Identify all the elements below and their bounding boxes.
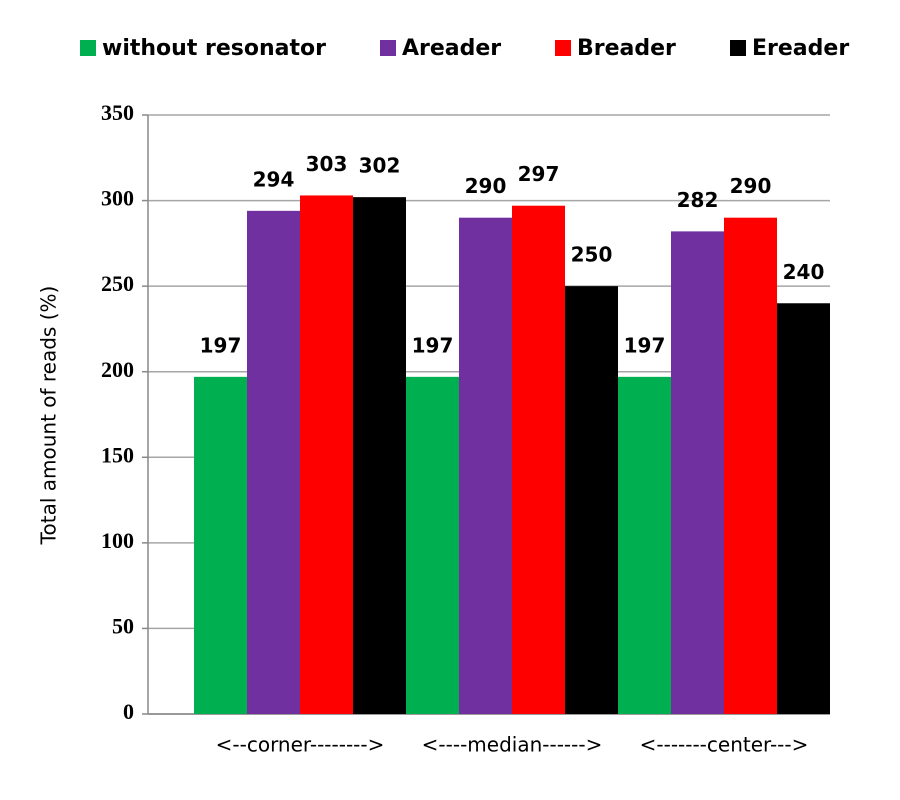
legend-swatch: [555, 40, 571, 56]
legend-label: Breader: [577, 36, 676, 61]
data-label: 197: [200, 333, 242, 357]
legend-label: without resonator: [102, 36, 326, 61]
bar: [300, 195, 353, 715]
data-label: 240: [783, 260, 825, 284]
y-tick-label: 250: [101, 271, 134, 296]
y-tick-label: 200: [101, 357, 134, 382]
legend-label: Areader: [402, 36, 501, 61]
bar: [724, 217, 777, 714]
y-axis-label: Total amount of reads (%): [37, 286, 61, 546]
y-tick-label: 350: [101, 100, 134, 125]
y-tick-label: 0: [123, 699, 134, 724]
x-tick-label: <-------center--->: [640, 733, 809, 757]
bar: [459, 217, 512, 714]
data-label: 290: [730, 174, 772, 198]
bar: [406, 376, 459, 714]
bar: [618, 376, 671, 714]
y-tick-label: 50: [112, 613, 134, 638]
data-label: 297: [518, 162, 560, 186]
data-label: 250: [571, 243, 613, 267]
x-tick-label: <--corner-------->: [216, 733, 385, 757]
data-label: 294: [253, 167, 295, 191]
legend-label: Ereader: [752, 36, 849, 61]
bar: [194, 376, 247, 714]
data-label: 302: [359, 154, 401, 178]
bar: [353, 197, 406, 715]
bar: [565, 286, 618, 714]
legend-swatch: [730, 40, 746, 56]
data-label: 303: [306, 152, 348, 176]
data-label: 197: [624, 333, 666, 357]
legend-swatch: [80, 40, 96, 56]
bar: [512, 205, 565, 714]
x-tick-label: <----median------>: [422, 733, 603, 757]
bar: [671, 231, 724, 714]
y-tick-label: 150: [101, 442, 134, 467]
legend-swatch: [380, 40, 396, 56]
data-label: 197: [412, 333, 454, 357]
data-label: 282: [677, 188, 719, 212]
bar: [247, 210, 300, 714]
y-tick-label: 100: [101, 528, 134, 553]
bar: [777, 303, 830, 714]
y-tick-label: 300: [101, 186, 134, 211]
data-label: 290: [465, 174, 507, 198]
